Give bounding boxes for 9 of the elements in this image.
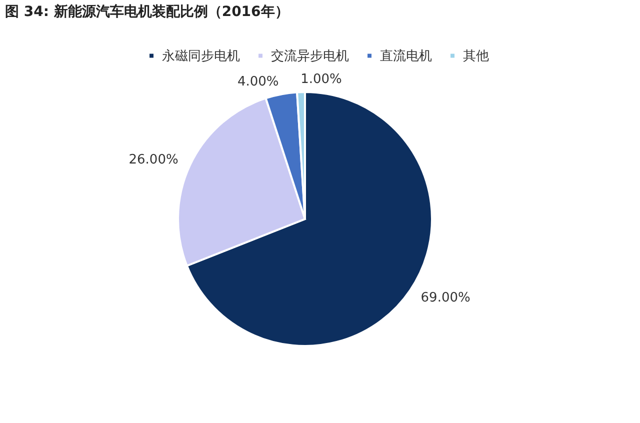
- data-label: 26.00%: [128, 152, 178, 168]
- data-label: 1.00%: [300, 72, 342, 88]
- chart-title: 图 34: 新能源汽车电机装配比例（2016年）: [5, 3, 289, 20]
- data-label: 69.00%: [420, 290, 470, 306]
- legend-label: 其他: [463, 48, 489, 64]
- legend-label: 交流异步电机: [271, 48, 349, 64]
- legend-label: 永磁同步电机: [162, 48, 240, 64]
- data-label: 4.00%: [237, 74, 279, 90]
- legend-label: 直流电机: [380, 48, 432, 64]
